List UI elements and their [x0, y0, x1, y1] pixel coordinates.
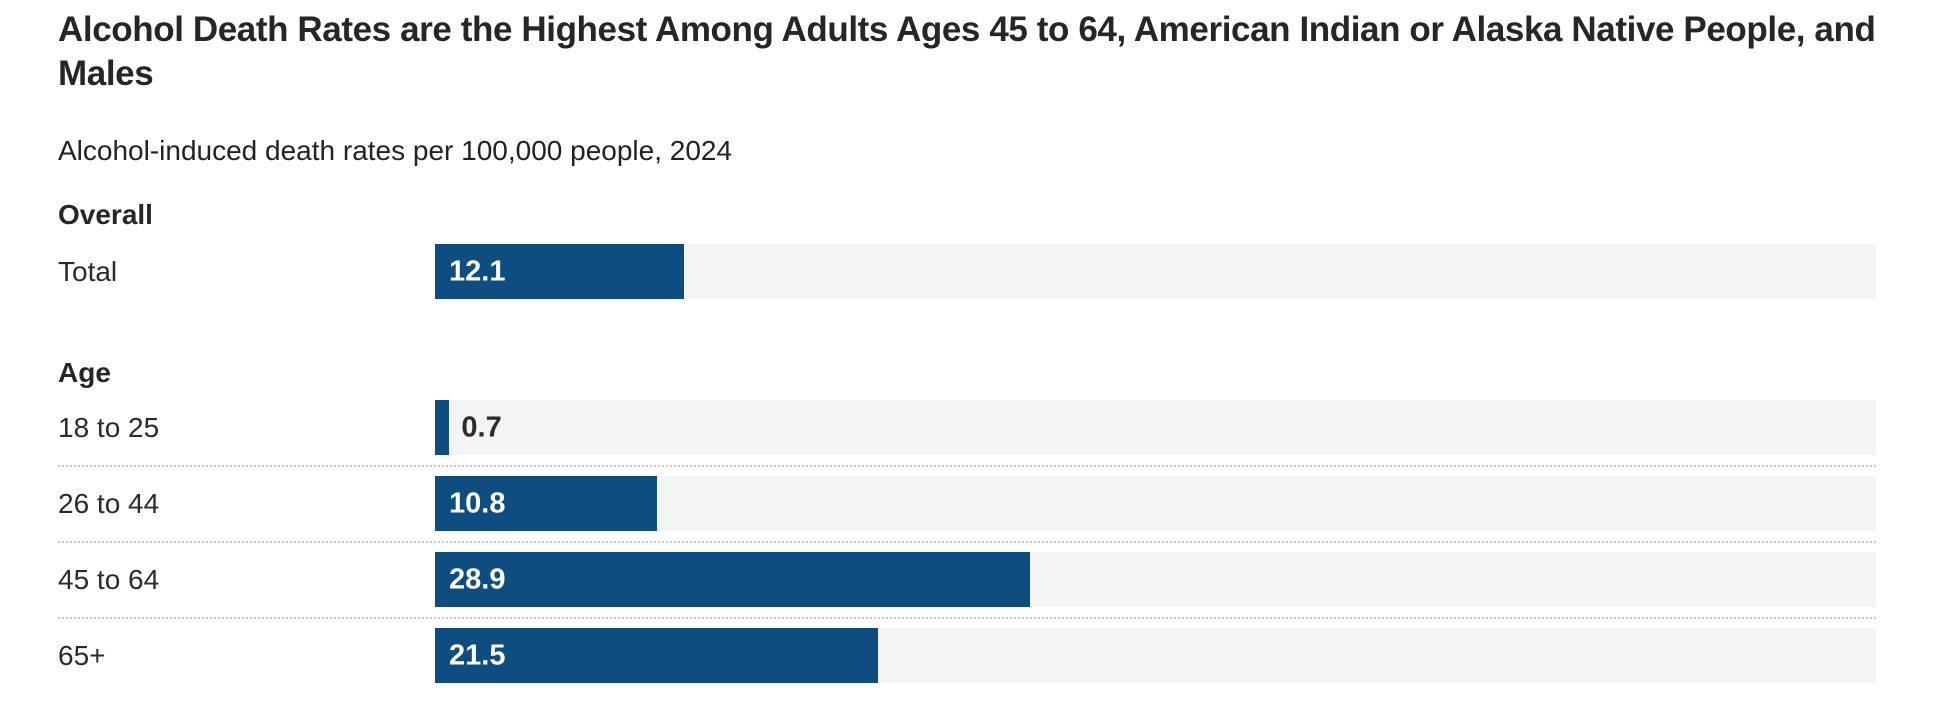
bar-18-to-25: [435, 400, 450, 455]
row-label-45-to-64: 45 to 64: [58, 563, 160, 595]
bar-value-label-45-to-64: 28.9: [449, 563, 506, 595]
bar-value-label-total: 12.1: [449, 255, 506, 287]
row-label-26-to-44: 26 to 44: [58, 487, 160, 519]
bar-track-18-to-25: 0.7: [435, 400, 1876, 455]
bar-26-to-44: [435, 476, 658, 531]
bar-track-45-to-64: 28.9: [435, 552, 1876, 607]
bar-65-plus: [435, 628, 878, 683]
bar-row-18-to-25: 18 to 25 0.7: [58, 400, 1876, 455]
row-separator: [58, 541, 1876, 543]
bar-row-total: Total 12.1: [58, 244, 1876, 299]
bar-row-65-plus: 65+ 21.5: [58, 628, 1876, 683]
row-separator: [58, 465, 1876, 467]
chart-title: Alcohol Death Rates are the Highest Amon…: [58, 10, 1876, 93]
chart-subtitle: Alcohol-induced death rates per 100,000 …: [58, 135, 733, 166]
section-header-age: Age: [58, 357, 111, 388]
bar-value-label-65-plus: 21.5: [449, 639, 506, 671]
row-label-18-to-25: 18 to 25: [58, 411, 160, 443]
section-header-overall: Overall: [58, 199, 153, 230]
bar-track-total: 12.1: [435, 244, 1876, 299]
row-label-65-plus: 65+: [58, 639, 106, 671]
bar-track-65-plus: 21.5: [435, 628, 1876, 683]
row-separator: [58, 617, 1876, 619]
bar-row-45-to-64: 45 to 64 28.9: [58, 552, 1876, 607]
bar-track-26-to-44: 10.8: [435, 476, 1876, 531]
bar-row-26-to-44: 26 to 44 10.8: [58, 476, 1876, 531]
bar-value-label-26-to-44: 10.8: [449, 487, 506, 519]
row-label-total: Total: [58, 255, 118, 287]
bar-total: [435, 244, 685, 299]
bar-45-to-64: [435, 552, 1030, 607]
bar-value-label-18-to-25: 0.7: [461, 411, 502, 443]
